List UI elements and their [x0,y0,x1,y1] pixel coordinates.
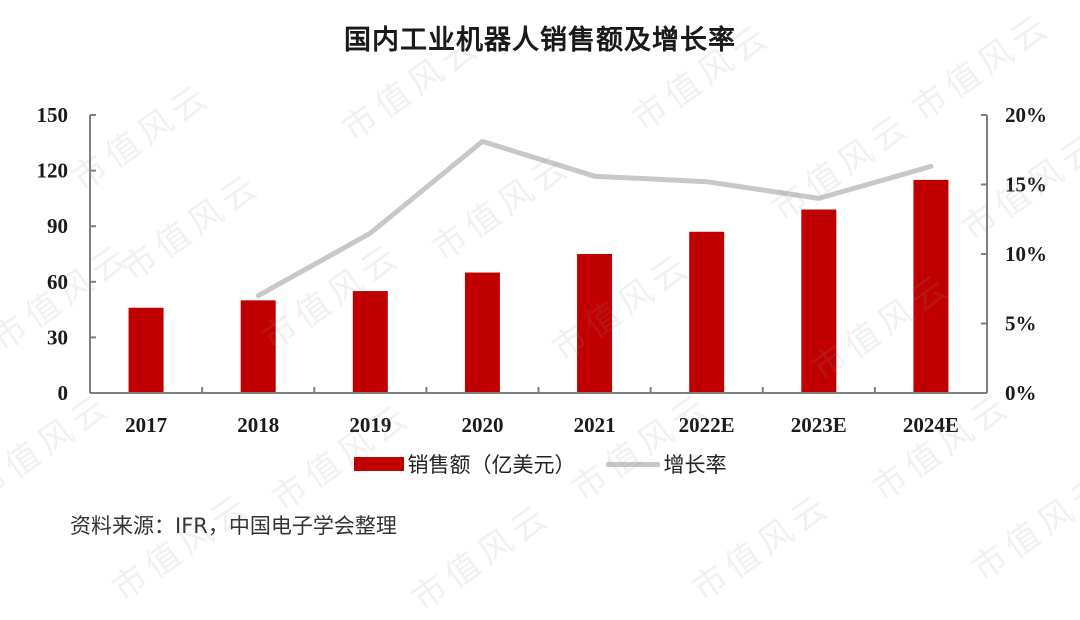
source-note: 资料来源：IFR，中国电子学会整理 [70,514,397,538]
right-axis-tick-label: 5% [1005,312,1037,336]
legend-line-swatch-icon [605,461,660,467]
legend-bar-swatch-icon [353,457,404,471]
right-axis-ticks: 0% 5% 10% 15% 20% [1005,103,1047,405]
legend-item-sales: 销售额（亿美元） [353,449,576,479]
category-label: 2018 [237,413,279,437]
sales-bar [689,231,725,393]
sales-bar [801,209,837,393]
sales-bar [128,307,164,393]
sales-bar [464,272,500,393]
sales-bar [577,254,613,393]
line-series-growth [255,138,934,299]
left-axis-tick-label: 60 [47,270,68,294]
left-axis-ticks: 0 30 60 90 120 150 [37,103,69,405]
right-axis-tick-label: 15% [1005,173,1047,197]
category-label: 2019 [349,413,391,437]
chart-axes [89,114,988,394]
sales-bar [240,300,276,393]
category-label: 2023E [791,413,847,437]
category-label: 2024E [903,413,959,437]
growth-rate-line [255,138,934,299]
category-label: 2017 [125,413,167,437]
left-axis-tick-label: 120 [37,159,69,183]
right-axis-tick-label: 10% [1005,242,1047,266]
left-axis-tick-label: 30 [47,325,68,349]
legend-item-growth: 增长率 [576,449,727,479]
right-axis-tick-label: 20% [1005,103,1047,127]
category-label: 2021 [574,413,616,437]
category-label: 2020 [461,413,503,437]
chart-legend: 销售额（亿美元） 增长率 [0,449,1080,479]
sales-bar [913,179,949,393]
right-axis-tick-label: 0% [1005,381,1037,405]
legend-sales-label: 销售额（亿美元） [407,453,576,477]
sales-bar [352,291,388,393]
legend-growth-label: 增长率 [663,453,727,477]
category-axis-labels: 2017 2018 2019 2020 2021 2022E 2023E 2024E [125,413,959,437]
bar-series-sales [128,179,949,393]
left-axis-tick-label: 0 [58,381,69,405]
chart-title: 国内工业机器人销售额及增长率 [344,25,736,56]
left-axis-tick-label: 90 [47,214,68,238]
left-axis-tick-label: 150 [37,103,69,127]
category-label: 2022E [679,413,735,437]
chart-plot-area: 0 30 60 90 120 150 0% 5% 10% 15% 20% 2017 2018 2019… [37,103,1048,437]
